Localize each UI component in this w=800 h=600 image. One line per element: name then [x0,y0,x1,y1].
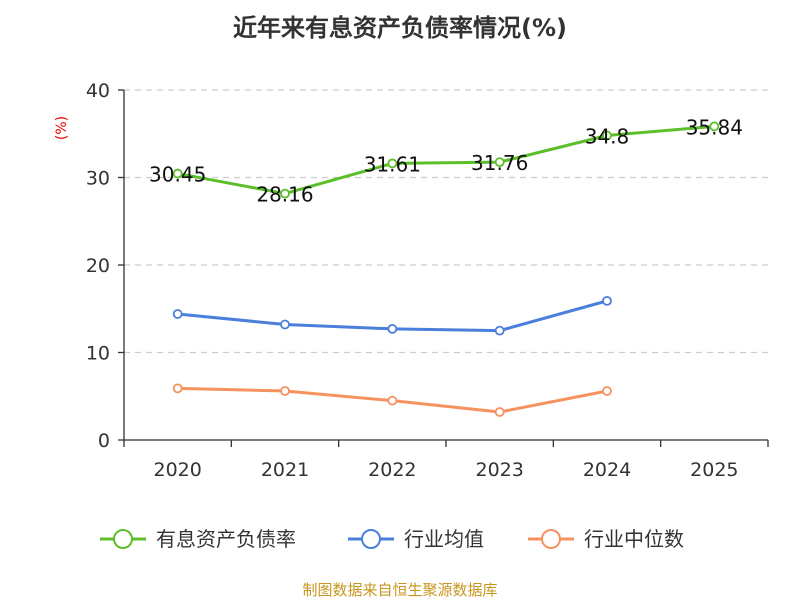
x-tick-label: 2022 [368,459,416,481]
data-point [602,130,612,141]
x-tick-label: 2023 [475,459,523,481]
series [172,121,720,417]
legend[interactable]: 有息资产负债率 行业均值 行业中位数 [100,527,684,551]
series-2 [172,295,612,336]
x-tick-label: 2021 [261,459,309,481]
series-line [176,124,716,196]
legend-item-2[interactable]: 行业均值 [348,527,484,551]
data-point [709,121,720,132]
series-1 [172,121,720,199]
source-note: 制图数据来自恒生聚源数据库 [302,581,498,599]
data-point [494,407,505,417]
data-label: 31.76 [471,151,528,175]
chart-title: 近年来有息资产负债率情况(%) [233,14,567,42]
data-labels: 30.45 28.16 31.61 31.76 34.8 35.84 [149,115,743,206]
x-tick-label: 2025 [690,459,738,481]
y-tick-label: 40 [86,80,110,102]
data-point [387,323,398,334]
data-point [280,319,290,330]
data-point [172,309,183,319]
data-point [172,168,183,179]
data-point [280,188,290,199]
grid-lines [124,89,768,354]
legend-item-1[interactable]: 有息资产负债率 [100,527,296,551]
y-tick-label: 20 [86,255,110,277]
legend-label: 行业均值 [404,527,484,551]
data-point [602,386,612,396]
data-point [494,325,505,336]
legend-marker [113,529,133,549]
x-tick-label: 2024 [583,459,631,481]
y-tick-label: 0 [98,430,110,452]
data-label: 34.8 [585,125,630,149]
data-point [602,295,612,306]
data-label: 28.16 [256,183,313,207]
data-point [387,158,398,169]
data-point [172,383,183,394]
y-axis-unit-label: (%) [54,116,70,140]
legend-item-3[interactable]: 行业中位数 [528,527,684,551]
x-tick-label: 2020 [153,459,201,481]
legend-marker [361,529,381,549]
data-point [387,395,398,406]
data-label: 35.84 [686,115,743,139]
data-label: 31.61 [364,152,421,176]
legend-label: 有息资产负债率 [156,527,296,551]
legend-label: 行业中位数 [584,527,684,551]
legend-marker [541,529,561,549]
y-tick-label: 30 [86,168,110,190]
y-tick-label: 10 [86,343,110,365]
series-3 [172,383,612,417]
data-point [494,157,505,168]
axes: 0 10 20 30 40 2020 2021 2022 2023 2024 2025 [86,80,769,481]
data-point [280,386,290,396]
data-label: 30.45 [149,163,206,187]
